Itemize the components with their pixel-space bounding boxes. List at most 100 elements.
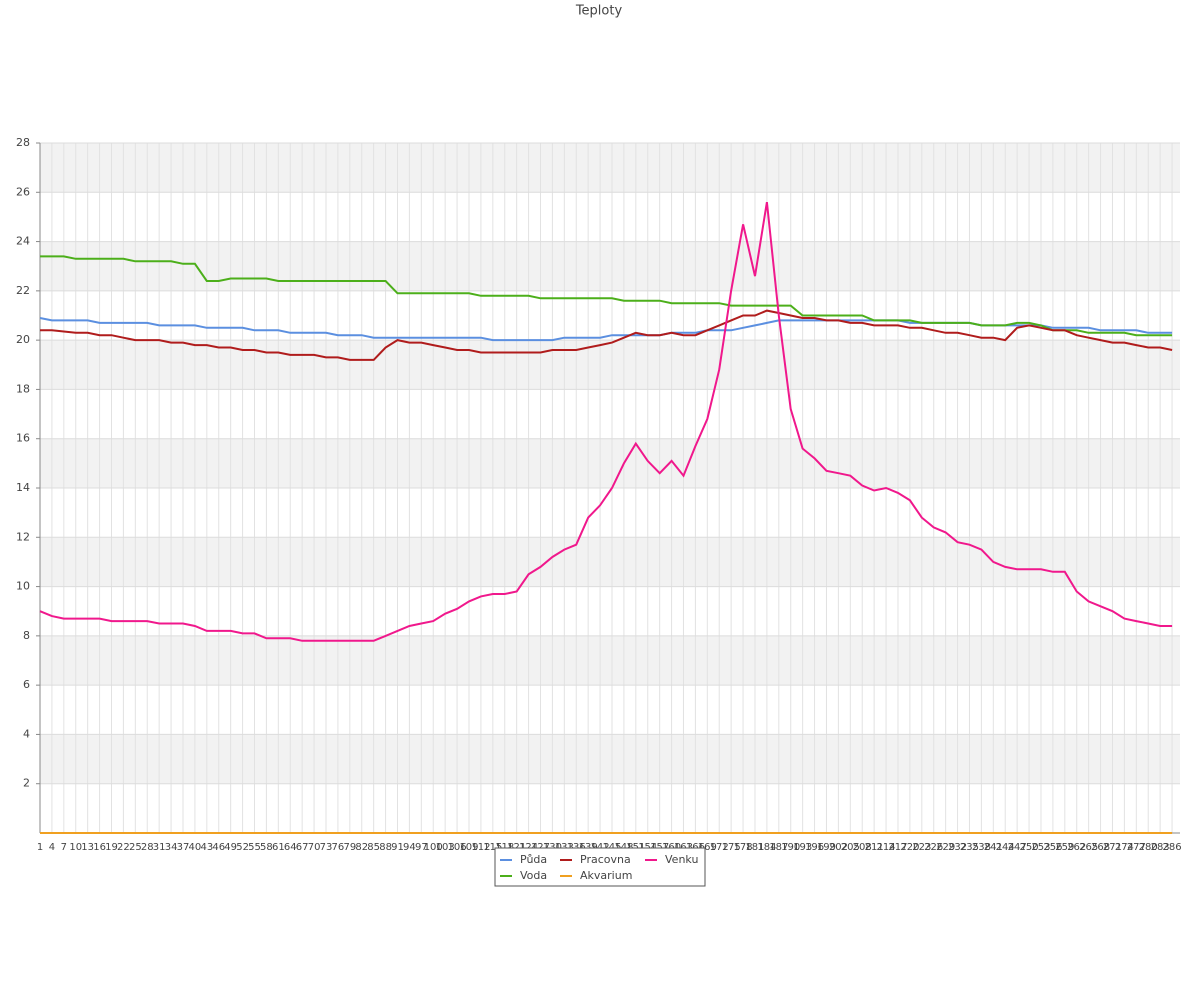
y-tick-label: 8 (23, 629, 30, 642)
x-tick-label: 235 (960, 842, 979, 853)
x-tick-label: 277 (1127, 842, 1146, 853)
x-tick-label: 193 (793, 842, 812, 853)
x-tick-label: 286 (1163, 842, 1182, 853)
x-tick-label: 58 (260, 842, 273, 853)
x-tick-label: 283 (1151, 842, 1170, 853)
x-tick-label: 280 (1139, 842, 1158, 853)
x-tick-label: 178 (734, 842, 753, 853)
x-tick-label: 64 (284, 842, 297, 853)
x-tick-label: 256 (1043, 842, 1062, 853)
x-tick-label: 10 (69, 842, 82, 853)
x-tick-label: 181 (745, 842, 764, 853)
x-tick-label: 109 (459, 842, 478, 853)
x-tick-label: 70 (308, 842, 321, 853)
grid-band (40, 340, 1180, 390)
y-tick-label: 2 (23, 777, 30, 790)
legend-label: Venku (665, 853, 698, 866)
x-tick-label: 40 (189, 842, 202, 853)
grid-band (40, 241, 1180, 291)
grid-band (40, 537, 1180, 587)
y-tick-label: 12 (16, 530, 30, 543)
y-tick-label: 28 (16, 136, 30, 149)
legend-label: Akvarium (580, 869, 632, 882)
x-tick-label: 31 (153, 842, 166, 853)
x-tick-label: 211 (865, 842, 884, 853)
x-tick-label: 13 (81, 842, 94, 853)
x-tick-label: 22 (117, 842, 130, 853)
x-tick-label: 55 (248, 842, 261, 853)
x-tick-label: 73 (320, 842, 333, 853)
x-tick-label: 244 (996, 842, 1015, 853)
x-tick-label: 259 (1055, 842, 1074, 853)
grid-band (40, 734, 1180, 784)
x-tick-label: 115 (483, 842, 502, 853)
y-tick-label: 24 (16, 235, 30, 248)
x-tick-label: 67 (296, 842, 309, 853)
x-tick-label: 82 (355, 842, 368, 853)
x-tick-label: 238 (972, 842, 991, 853)
x-tick-label: 79 (343, 842, 356, 853)
x-tick-label: 190 (781, 842, 800, 853)
x-tick-label: 46 (212, 842, 225, 853)
y-tick-label: 10 (16, 580, 30, 593)
x-tick-label: 241 (984, 842, 1003, 853)
legend-label: Pracovna (580, 853, 631, 866)
x-tick-label: 76 (332, 842, 345, 853)
x-tick-label: 187 (769, 842, 788, 853)
x-tick-label: 223 (912, 842, 931, 853)
x-tick-label: 196 (805, 842, 824, 853)
x-tick-label: 103 (436, 842, 455, 853)
series-line (40, 255, 1173, 337)
x-tick-label: 202 (829, 842, 848, 853)
legend-label: Půda (520, 853, 547, 866)
x-tick-label: 214 (877, 842, 896, 853)
x-tick-label: 1 (37, 842, 43, 853)
y-tick-label: 16 (16, 432, 30, 445)
series-line (39, 201, 1173, 642)
legend: Půda Voda Pracovna Akvarium Venku (494, 847, 706, 887)
x-tick-label: 205 (841, 842, 860, 853)
y-tick-label: 14 (16, 481, 30, 494)
series-line (39, 317, 1173, 342)
x-tick-label: 49 (224, 842, 237, 853)
x-tick-label: 232 (948, 842, 967, 853)
x-tick-label: 4 (49, 842, 55, 853)
x-tick-label: 199 (817, 842, 836, 853)
grid-band (40, 143, 1180, 193)
x-tick-label: 97 (415, 842, 428, 853)
series-line (40, 309, 1173, 361)
y-tick-label: 6 (23, 678, 30, 691)
x-tick-label: 265 (1079, 842, 1098, 853)
x-tick-label: 208 (853, 842, 872, 853)
x-tick-label: 28 (141, 842, 154, 853)
x-tick-label: 262 (1067, 842, 1086, 853)
x-tick-label: 250 (1020, 842, 1039, 853)
legend-label: Voda (520, 869, 547, 882)
x-tick-label: 88 (379, 842, 392, 853)
x-tick-label: 43 (200, 842, 213, 853)
x-tick-label: 226 (924, 842, 943, 853)
x-tick-label: 220 (900, 842, 919, 853)
x-tick-label: 253 (1031, 842, 1050, 853)
x-tick-label: 175 (722, 842, 741, 853)
x-tick-label: 37 (177, 842, 190, 853)
x-tick-label: 271 (1103, 842, 1122, 853)
x-tick-label: 184 (757, 842, 776, 853)
x-tick-label: 247 (1008, 842, 1027, 853)
x-tick-label: 112 (471, 842, 490, 853)
y-tick-label: 20 (16, 333, 30, 346)
y-tick-label: 26 (16, 185, 30, 198)
x-tick-label: 106 (448, 842, 467, 853)
x-tick-label: 169 (698, 842, 717, 853)
y-tick-label: 18 (16, 382, 30, 395)
grid-band (40, 635, 1180, 686)
x-tick-label: 268 (1091, 842, 1110, 853)
x-tick-label: 61 (272, 842, 285, 853)
x-tick-label: 94 (403, 842, 416, 853)
x-tick-label: 274 (1115, 842, 1134, 853)
y-tick-label: 22 (16, 284, 30, 297)
y-tick-label: 4 (23, 727, 30, 740)
chart-title: Teploty (575, 4, 623, 19)
x-tick-label: 85 (367, 842, 380, 853)
